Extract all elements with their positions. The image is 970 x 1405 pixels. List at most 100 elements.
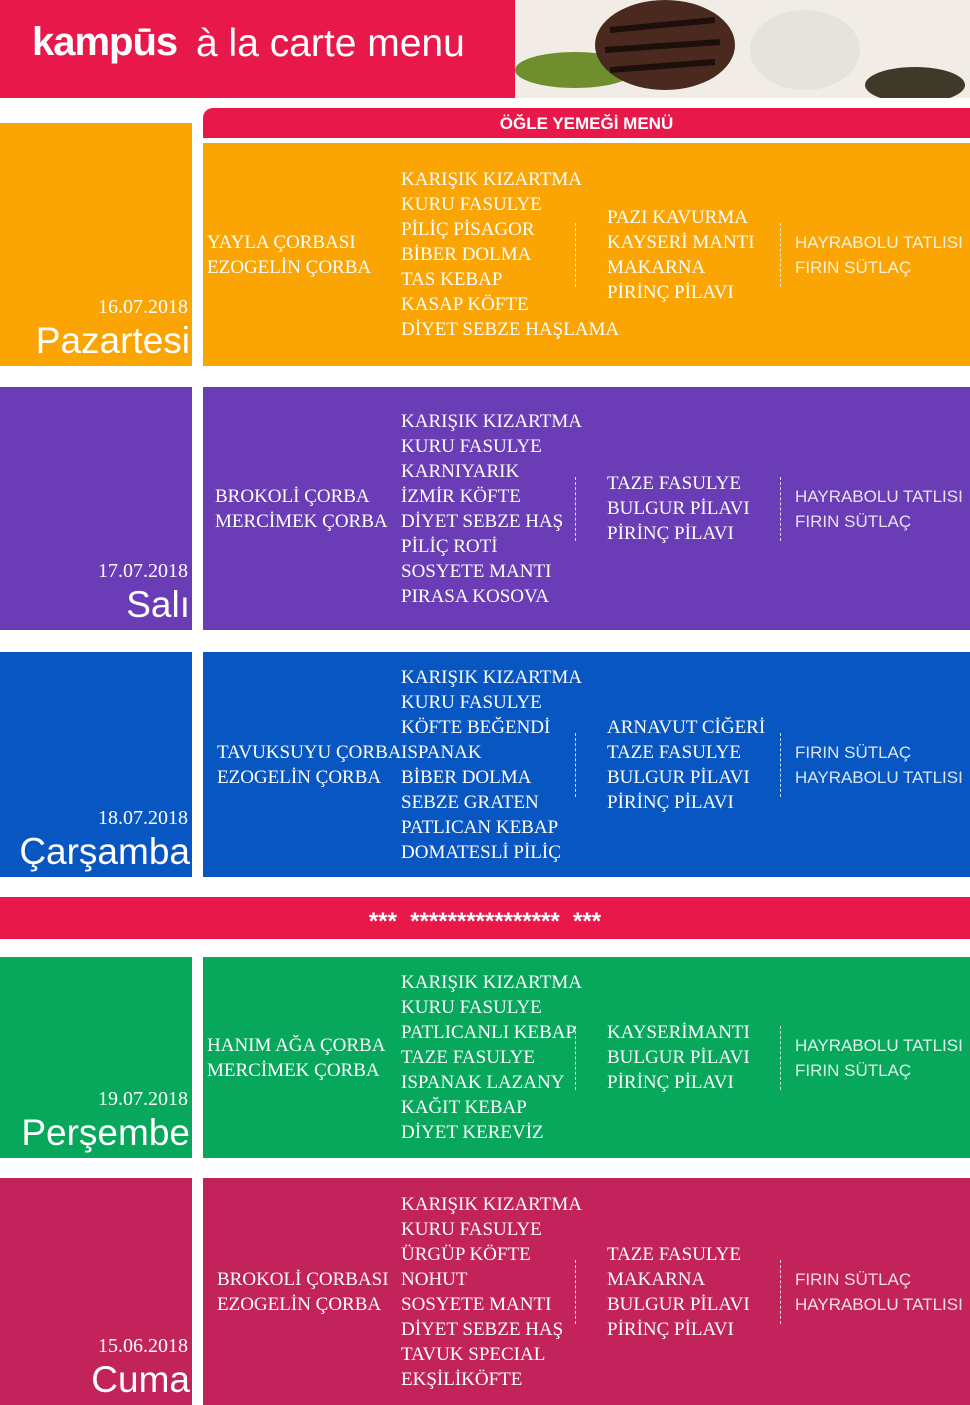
day-date: 17.07.2018 <box>98 560 188 582</box>
separator <box>575 732 576 797</box>
separator <box>575 1025 576 1090</box>
menu-item: KURU FASULYE <box>401 435 542 457</box>
menu-item: HANIM AĞA ÇORBA <box>207 1034 386 1056</box>
menu-item: TAZE FASULYE <box>401 1047 535 1068</box>
separator <box>780 222 781 287</box>
menu-box: TAVUKSUYU ÇORBA EZOGELİN ÇORBA KARIŞIK KIZ… <box>203 652 970 877</box>
soup-list: TAVUKSUYU ÇORBA EZOGELİN ÇORBA <box>217 652 401 877</box>
menu-item: ÜRGÜP KÖFTE <box>401 1243 531 1265</box>
menu-item: PİLİÇ PİSAGOR <box>401 219 535 240</box>
menu-item: PATLICAN KEBAP <box>401 816 559 838</box>
menu-item: HAYRABOLU TATLISI <box>795 767 963 787</box>
menu-item: PIRASA KOSOVA <box>401 585 550 607</box>
menu-item: NOHUT <box>401 1268 468 1290</box>
menu-item: KAĞIT KEBAP <box>401 1097 527 1118</box>
menu-item: PAZI KAVURMA <box>607 206 748 228</box>
menu-item: PATLICANLI KEBAP <box>401 1022 577 1043</box>
menu-item: MAKARNA <box>607 1268 706 1290</box>
menu-item: PİRİNÇ PİLAVI <box>607 791 734 813</box>
menu-item: FIRIN SÜTLAÇ <box>795 1269 912 1289</box>
menu-item: KARIŞIK KIZARTMA <box>401 972 582 993</box>
menu-item: SEBZE GRATEN <box>401 791 539 813</box>
menu-item: TAVUKSUYU ÇORBA <box>217 741 402 763</box>
side-list: TAZE FASULYE MAKARNA BULGUR PİLAVI PİRİNÇ P… <box>607 1178 750 1405</box>
separator <box>780 732 781 797</box>
menu-item: MERCİMEK ÇORBA <box>207 1059 380 1081</box>
day-name: Salı <box>126 584 190 625</box>
main-list: KARIŞIK KIZARTMA KURU FASULYE PATLICANLI K… <box>401 957 582 1158</box>
day-date: 19.07.2018 <box>98 1088 188 1110</box>
menu-item: SOSYETE MANTI <box>401 1293 552 1315</box>
menu-item: FIRIN SÜTLAÇ <box>795 257 912 277</box>
logo: kampūs <box>32 20 178 64</box>
dessert-list: FIRIN SÜTLAÇ HAYRABOLU TATLISI <box>795 652 963 877</box>
menu-item: KAYSERİ MANTI <box>607 231 755 253</box>
day-name: Çarşamba <box>19 831 190 872</box>
menu-item: DOMATESLİ PİLİÇ <box>401 841 561 863</box>
menu-item: KARIŞIK KIZARTMA <box>401 666 582 688</box>
section-title: ÖĞLE YEMEĞİ MENÜ <box>203 108 970 138</box>
soup-list: YAYLA ÇORBASI EZOGELİN ÇORBA <box>207 143 371 366</box>
main-list: KARIŞIK KIZARTMA KURU FASULYE KÖFTE BEĞEND… <box>401 652 582 877</box>
menu-item: TAS KEBAP <box>401 269 503 290</box>
menu-item: PİRİNÇ PİLAVI <box>607 523 734 544</box>
menu-item: KÖFTE BEĞENDİ <box>401 716 551 738</box>
main-list: KARIŞIK KIZARTMA KURU FASULYE ÜRGÜP KÖFTE N… <box>401 1178 582 1405</box>
menu-item: PİRİNÇ PİLAVI <box>607 281 734 303</box>
side-list: TAZE FASULYE BULGUR PİLAVI PİRİNÇ PİLAVI <box>607 387 750 630</box>
separator <box>575 222 576 287</box>
menu-item: BİBER DOLMA <box>401 244 532 265</box>
divider: *** **************** *** <box>0 897 970 939</box>
menu-item: YAYLA ÇORBASI <box>207 231 356 253</box>
side-list: ARNAVUT CİĞERİ TAZE FASULYE BULGUR PİLAVI P… <box>607 652 765 877</box>
menu-item: BULGUR PİLAVI <box>607 1047 750 1068</box>
menu-item: PİRİNÇ PİLAVI <box>607 1072 734 1093</box>
menu-item: KARIŞIK KIZARTMA <box>401 1193 582 1215</box>
dessert-list: HAYRABOLU TATLISI FIRIN SÜTLAÇ <box>795 143 963 366</box>
header-title: à la carte menu <box>196 22 465 65</box>
menu-item: KARIŞIK KIZARTMA <box>401 169 582 190</box>
day-date: 16.07.2018 <box>98 296 188 318</box>
day-box <box>0 1178 192 1405</box>
menu-item: ARNAVUT CİĞERİ <box>607 716 766 738</box>
menu-box: BROKOLİ ÇORBA MERCİMEK ÇORBA KARIŞIK KIZAR… <box>203 387 970 630</box>
menu-item: EZOGELİN ÇORBA <box>217 766 382 788</box>
menu-item: KAYSERİMANTI <box>607 1022 750 1043</box>
main-list: KARIŞIK KIZARTMA KURU FASULYE KARNIYARIK İZ… <box>401 387 582 630</box>
menu-item: HAYRABOLU TATLISI <box>795 486 963 506</box>
menu-item: EZOGELİN ÇORBA <box>207 256 372 278</box>
menu-item: KURU FASULYE <box>401 997 542 1018</box>
day-box <box>0 957 192 1158</box>
header: kampūs à la carte menu <box>0 0 970 98</box>
menu-item: BROKOLİ ÇORBA <box>215 485 370 507</box>
menu-box: HANIM AĞA ÇORBA MERCİMEK ÇORBA KARIŞIK KIZ… <box>203 957 970 1158</box>
menu-item: HAYRABOLU TATLISI <box>795 1294 963 1314</box>
menu-item: MAKARNA <box>607 256 706 278</box>
menu-item: FIRIN SÜTLAÇ <box>795 742 912 762</box>
menu-item: DİYET SEBZE HAŞ <box>401 510 564 532</box>
side-list: KAYSERİMANTI BULGUR PİLAVI PİRİNÇ PİLAVI <box>607 957 750 1158</box>
separator <box>575 1259 576 1324</box>
day-box <box>0 387 192 630</box>
day-box <box>0 652 192 877</box>
menu-item: KURU FASULYE <box>401 1218 542 1240</box>
menu-item: DİYET SEBZE HAŞLAMA <box>401 319 620 340</box>
menu-item: HAYRABOLU TATLISI <box>795 232 963 252</box>
menu-item: TAZE FASULYE <box>607 473 741 494</box>
side-list: PAZI KAVURMA KAYSERİ MANTI MAKARNA PİRİNÇ P… <box>607 143 755 366</box>
menu-item: ISPANAK LAZANY <box>401 1072 565 1093</box>
menu-item: PİLİÇ ROTİ <box>401 535 498 557</box>
menu-item: KARNIYARIK <box>401 460 520 482</box>
separator <box>780 1025 781 1090</box>
food-image <box>515 0 970 98</box>
menu-item: BİBER DOLMA <box>401 766 532 788</box>
menu-item: TAVUK SPECIAL <box>401 1343 546 1365</box>
dessert-list: FIRIN SÜTLAÇ HAYRABOLU TATLISI <box>795 1178 963 1405</box>
menu-item: HAYRABOLU TATLISI <box>795 1035 963 1055</box>
menu-item: DİYET SEBZE HAŞ <box>401 1318 564 1340</box>
day-date: 15.06.2018 <box>98 1335 188 1357</box>
menu-item: FIRIN SÜTLAÇ <box>795 511 912 531</box>
dessert-list: HAYRABOLU TATLISI FIRIN SÜTLAÇ <box>795 387 963 630</box>
menu-item: DİYET KEREVİZ <box>401 1122 544 1143</box>
